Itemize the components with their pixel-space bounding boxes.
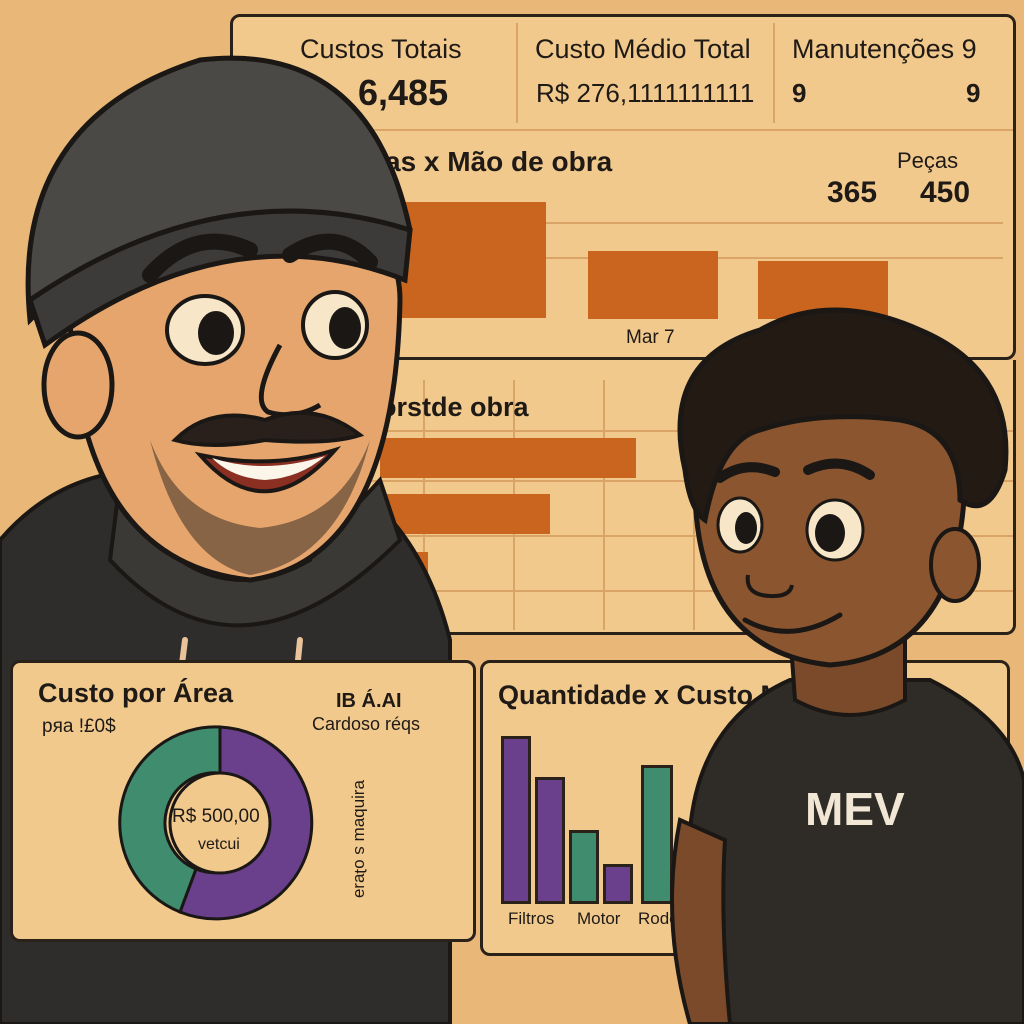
chart1-title: as x Mão de obra <box>385 146 613 177</box>
donut-center-label: vetcui <box>198 836 240 853</box>
chart1-x-label: Mar 7 <box>626 327 675 348</box>
boy-brow <box>803 458 875 480</box>
kpi-avg-cost-value: R$ 276,1111111111 <box>536 78 755 108</box>
man-ear <box>41 330 115 440</box>
chart1-legend: Peças <box>897 148 959 173</box>
qty-bar-filtros-purple <box>501 736 531 904</box>
chart2-title: orstde obra <box>380 392 529 422</box>
chart1-value-b: 450 <box>920 176 971 209</box>
boy-nose <box>745 574 794 599</box>
man-brow <box>142 233 258 283</box>
boy-shirt <box>687 678 1024 1024</box>
donut-subtitle: pяa !£0$ <box>42 716 116 737</box>
chart2-gridline <box>363 590 1013 592</box>
kpi-total-cost-label: Custos Totais <box>300 34 462 64</box>
chart2-bar-1 <box>380 438 636 478</box>
boy-ear <box>929 527 981 603</box>
chart2-bar-2 <box>380 494 550 534</box>
donut-legend-title: IB Á.AI <box>336 690 402 712</box>
donut-vertical-label: ɐɹᴉnbɐɯ s oʇɐɹǝ <box>351 780 370 899</box>
boy-pupil <box>735 512 757 544</box>
man-pupil <box>329 307 361 349</box>
man-pupil <box>198 311 234 355</box>
qty-bar-rodes-green <box>641 765 673 904</box>
chart1-gridline <box>383 222 1003 224</box>
qty-category-label: Filtros <box>508 909 555 928</box>
man-brow <box>282 233 378 270</box>
man-teeth <box>212 456 325 480</box>
donut-legend-item: Cardoso réqs <box>312 714 421 734</box>
chart1-value-a: 365 <box>827 176 878 209</box>
boy-brow <box>715 462 780 483</box>
quantity-chart-title: Quantidade x Custo M <box>498 680 784 710</box>
man-mustache <box>171 410 365 447</box>
boy-pupil <box>815 514 845 552</box>
chart2-gridline <box>363 535 1013 537</box>
qty-bar-motor-purple <box>535 777 565 904</box>
kpi-maintenance-value-2: 9 <box>966 78 981 108</box>
chart1-bar-2 <box>588 251 718 319</box>
man-beard <box>150 440 370 575</box>
kpi-maintenance-label: Manutenções 9 <box>792 34 977 64</box>
kpi-divider <box>233 129 1013 131</box>
qty-category-label: Motor <box>577 909 621 928</box>
donut-center-value: R$ 500,00 <box>172 806 260 827</box>
boy-mouth <box>742 612 843 634</box>
donut-title: Custo por Área <box>38 678 234 708</box>
kpi-avg-cost-label: Custo Médio Total <box>535 34 751 64</box>
kpi-total-cost-value: 6,485 <box>358 72 449 113</box>
chart2-gridline <box>603 380 605 630</box>
boy-arm <box>670 817 733 1024</box>
qty-bar-rodes-purple <box>603 864 633 904</box>
kpi-separator-1 <box>516 23 518 123</box>
qty-bar-motor-green <box>569 830 599 904</box>
man-drawstring <box>295 637 303 663</box>
boy-hair <box>677 307 1009 525</box>
boy-shirt-text: MEV <box>805 783 905 835</box>
kpi-maintenance-value: 9 <box>792 78 807 108</box>
kpi-separator-2 <box>773 23 775 123</box>
